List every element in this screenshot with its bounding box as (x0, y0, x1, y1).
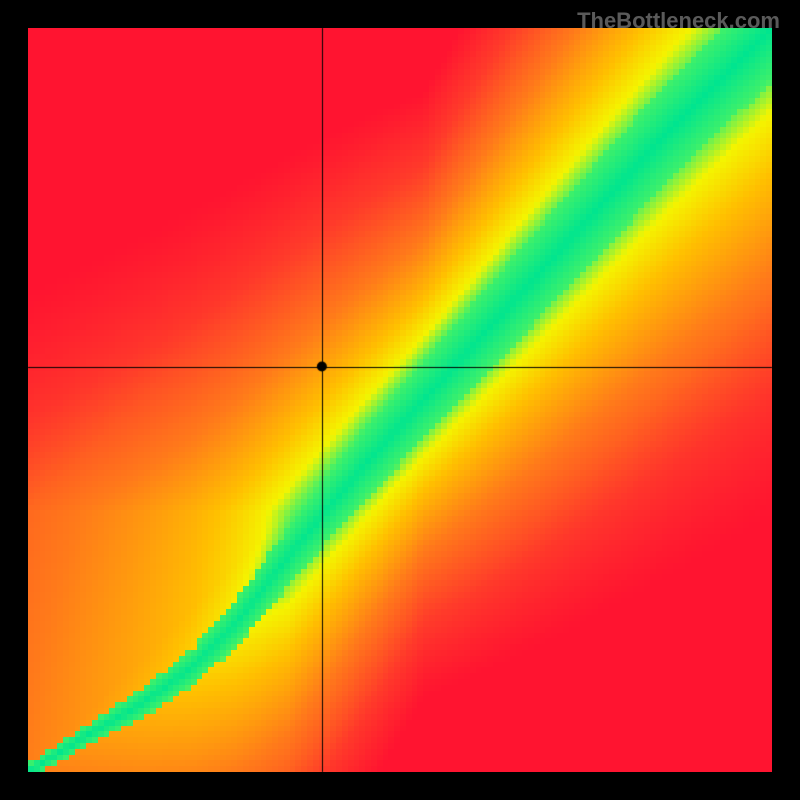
chart-container: TheBottleneck.com (0, 0, 800, 800)
bottleneck-heatmap (0, 0, 800, 800)
watermark-text: TheBottleneck.com (577, 8, 780, 34)
